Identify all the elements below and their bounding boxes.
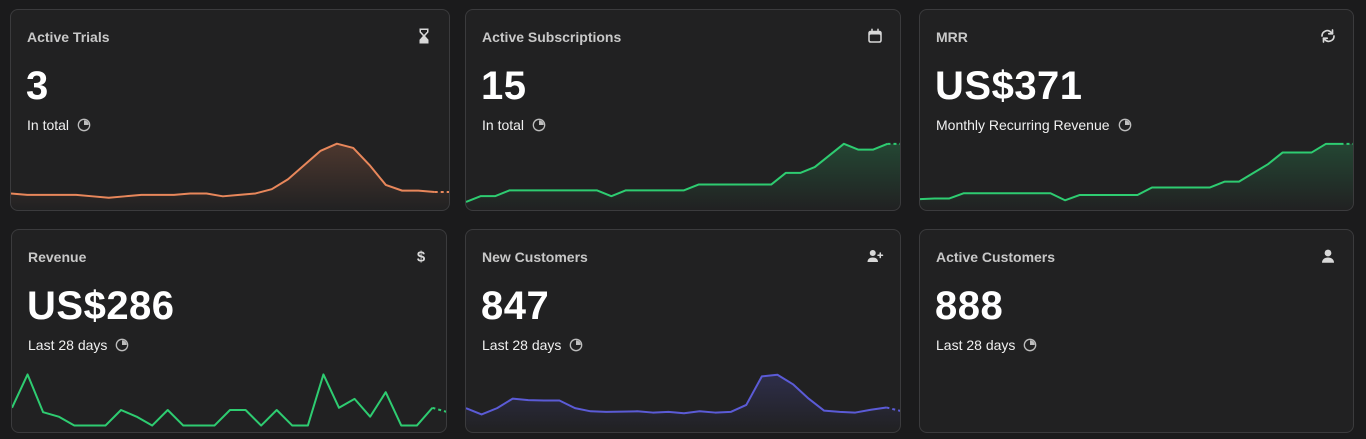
user-icon [1319,247,1337,265]
card-subtitle-row: Last 28 days [936,337,1037,353]
card-value: US$371 [935,64,1083,108]
card-subtitle: Last 28 days [482,337,562,353]
user-plus-icon [866,247,884,265]
card-subtitle: Monthly Recurring Revenue [936,117,1110,133]
stat-card-new-customers[interactable]: New Customers 847 Last 28 days [465,229,901,433]
card-subtitle-row: In total [27,117,91,133]
card-value: 3 [26,64,49,108]
info-icon[interactable] [1023,338,1037,352]
info-icon[interactable] [1118,118,1132,132]
card-value: 15 [481,64,527,108]
card-value: 847 [481,284,550,328]
card-title: MRR [936,29,968,45]
info-icon[interactable] [115,338,129,352]
calendar-icon [866,27,884,45]
card-subtitle-row: In total [482,117,546,133]
sparkline-area [466,374,900,432]
stat-card-mrr[interactable]: MRR US$371 Monthly Recurring Revenue [919,9,1354,211]
sparkline-area [11,143,449,210]
card-subtitle: Last 28 days [936,337,1016,353]
card-title: Active Subscriptions [482,29,622,45]
card-value: 888 [935,284,1004,328]
card-title: Revenue [28,249,87,265]
sparkline-line [920,142,1341,202]
hourglass-icon [415,27,433,45]
sparkline-chart [466,142,900,210]
sparkline-line [12,373,434,427]
sparkline-line [466,142,888,203]
stat-card-revenue[interactable]: Revenue $ US$286 Last 28 days [11,229,447,433]
sparkline-area [466,143,900,210]
card-title: Active Trials [27,29,110,45]
info-icon[interactable] [532,118,546,132]
stat-card-active-trials[interactable]: Active Trials 3 In total [10,9,450,211]
info-icon[interactable] [77,118,91,132]
card-subtitle: In total [27,117,70,133]
sparkline-chart [466,373,900,432]
sparkline-area [920,143,1353,210]
card-subtitle: In total [482,117,525,133]
refresh-icon [1319,27,1337,45]
card-title: Active Customers [936,249,1056,265]
card-subtitle-row: Monthly Recurring Revenue [936,117,1132,133]
card-subtitle-row: Last 28 days [28,337,129,353]
sparkline-line [466,373,887,416]
sparkline-chart [12,373,446,427]
sparkline-projection [432,406,446,413]
card-value: US$286 [27,284,175,328]
dollar-icon: $ [412,247,430,265]
svg-text:$: $ [417,248,426,265]
stat-card-active-customers[interactable]: Active Customers 888 Last 28 days [919,229,1354,433]
sparkline-line [11,142,435,199]
card-subtitle: Last 28 days [28,337,108,353]
sparkline-chart [920,142,1353,210]
card-subtitle-row: Last 28 days [482,337,583,353]
info-icon[interactable] [569,338,583,352]
sparkline-projection [886,406,900,412]
stat-card-active-subscriptions[interactable]: Active Subscriptions 15 In total [465,9,901,211]
card-title: New Customers [482,249,588,265]
sparkline-chart [11,142,449,210]
